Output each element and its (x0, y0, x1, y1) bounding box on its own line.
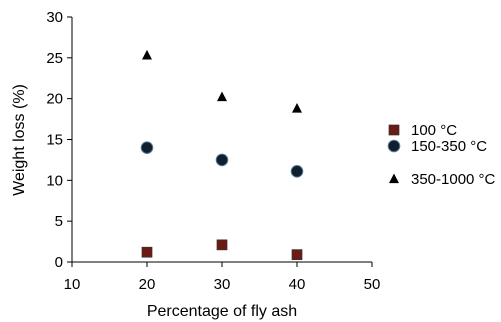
legend-label: 100 °C (411, 122, 457, 139)
data-point-square (141, 246, 153, 258)
axis-ticks: 0 5 10 15 20 25 30 10 20 30 40 50 (46, 9, 380, 293)
data-point-triangle (292, 102, 302, 113)
y-tick-label: 5 (55, 213, 63, 230)
data-point-circle (140, 141, 154, 154)
data-point-circle (215, 153, 229, 167)
data-point-circle (290, 165, 304, 178)
x-tick-label: 40 (289, 276, 306, 293)
legend-label: 150-350 °C (411, 138, 487, 155)
data-point-square (216, 239, 228, 251)
y-tick-label: 0 (55, 254, 63, 271)
legend-marker-triangle (389, 173, 399, 184)
y-tick-label: 10 (46, 172, 63, 189)
data-point-triangle (142, 49, 152, 60)
y-tick-label: 30 (46, 9, 63, 26)
y-axis-label: Weight loss (%) (11, 84, 28, 196)
data-points (140, 49, 304, 260)
legend-marker-circle (387, 139, 401, 153)
x-tick-label: 10 (64, 276, 81, 293)
y-tick-label: 15 (46, 132, 63, 149)
y-tick-label: 20 (46, 91, 63, 108)
x-axis-label: Percentage of fly ash (147, 303, 297, 320)
data-point-triangle (217, 91, 227, 102)
y-tick-label: 25 (46, 50, 63, 67)
legend-label: 350-1000 °C (411, 171, 496, 188)
x-tick-label: 50 (364, 276, 381, 293)
x-tick-label: 30 (214, 276, 231, 293)
data-point-square (291, 249, 303, 260)
legend-marker-square (388, 124, 400, 136)
x-tick-label: 20 (139, 276, 156, 293)
